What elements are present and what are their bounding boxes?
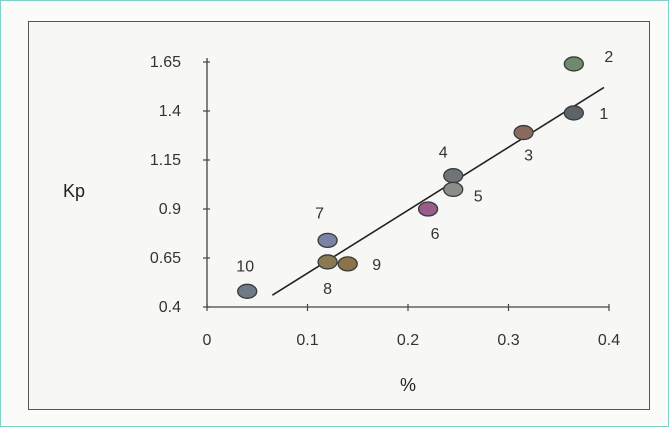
point-label-2: 2 <box>604 49 613 66</box>
y-tick-label: 1.4 <box>159 103 181 120</box>
data-point-5 <box>443 181 464 198</box>
data-point-1 <box>563 105 584 121</box>
point-label-7: 7 <box>315 205 324 222</box>
data-point-6 <box>417 201 439 217</box>
point-label-1: 1 <box>599 106 608 123</box>
point-label-8: 8 <box>323 281 332 298</box>
data-point-7 <box>317 232 338 249</box>
y-tick-label: 0.9 <box>159 201 181 218</box>
y-axis-title: Kp <box>63 181 85 201</box>
y-tick-label: 1.15 <box>150 152 181 169</box>
data-point-10 <box>237 283 258 299</box>
point-label-6: 6 <box>431 226 440 243</box>
data-point-3 <box>513 124 534 141</box>
x-tick-label: 0.4 <box>598 332 620 349</box>
point-label-9: 9 <box>372 257 381 274</box>
data-point-8 <box>317 254 338 270</box>
x-tick-label: 0.2 <box>397 332 419 349</box>
point-label-10: 10 <box>236 258 254 275</box>
x-tick-label: 0.3 <box>497 332 519 349</box>
chart-box <box>28 21 650 410</box>
x-tick-label: 0 <box>203 332 212 349</box>
y-tick-label: 1.65 <box>150 54 181 71</box>
point-label-3: 3 <box>524 148 533 165</box>
point-label-4: 4 <box>439 145 448 162</box>
data-point-2 <box>563 56 584 72</box>
x-tick-label: 0.1 <box>296 332 318 349</box>
point-label-5: 5 <box>474 188 483 205</box>
y-tick-label: 0.4 <box>159 299 181 316</box>
y-tick-label: 0.65 <box>150 250 181 267</box>
x-axis-title: % <box>400 375 416 395</box>
data-point-9 <box>337 256 358 272</box>
data-point-4 <box>443 168 464 184</box>
